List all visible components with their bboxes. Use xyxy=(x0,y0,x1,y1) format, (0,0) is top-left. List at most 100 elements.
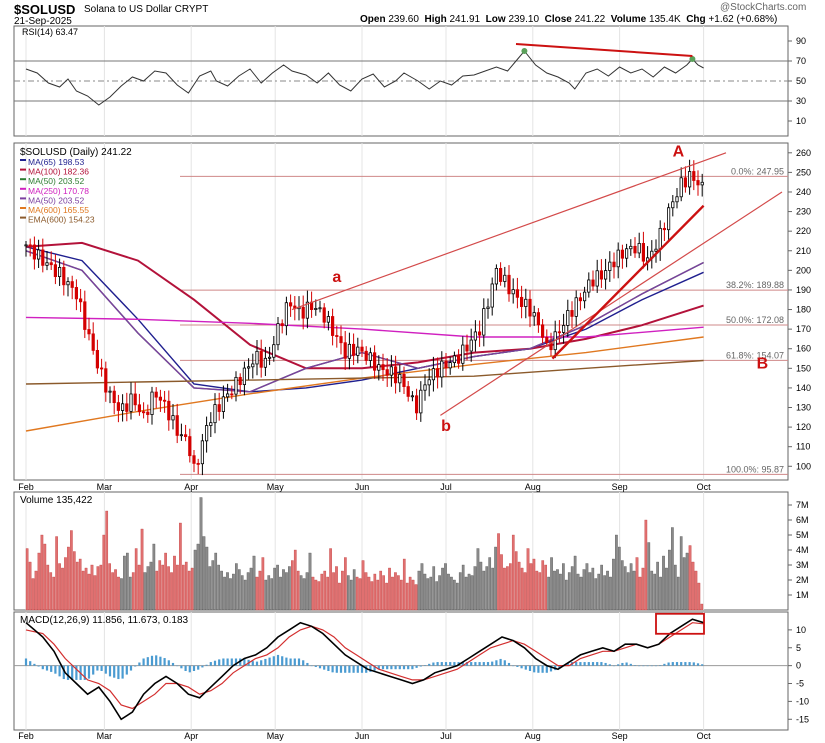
legend-swatch xyxy=(20,187,26,190)
legend-entry: MA(600) 165.55 xyxy=(28,205,89,215)
symbol-description: Solana to US Dollar CRYPT xyxy=(84,4,208,15)
volume-bar xyxy=(620,560,624,611)
volume-bar xyxy=(226,572,229,611)
macd-title: MACD(12,26,9) 11.856, 11.673, 0.183 xyxy=(20,615,189,626)
candle-body xyxy=(188,436,192,457)
volume-bar xyxy=(461,564,465,611)
volume-bar xyxy=(40,534,44,611)
volume-bar xyxy=(420,563,424,611)
candle-body xyxy=(356,346,360,356)
volume-bar xyxy=(588,572,592,611)
legend-entry: MA(50) 203.52 xyxy=(28,176,84,186)
candle-body xyxy=(225,393,230,398)
candle-body xyxy=(83,301,87,330)
macd-histogram-bar xyxy=(654,665,658,667)
volume-axis-tick-label: 4M xyxy=(796,545,809,555)
candle-body xyxy=(221,396,225,412)
price-panel xyxy=(13,142,789,481)
candle-body xyxy=(528,298,532,317)
volume-bar xyxy=(688,545,692,611)
macd-histogram-bar xyxy=(373,665,376,671)
candle-body xyxy=(498,268,503,282)
volume-bar xyxy=(355,576,359,611)
volume-bar xyxy=(535,570,539,611)
macd-histogram-bar xyxy=(29,661,32,666)
volume-bar xyxy=(317,581,321,611)
macd-histogram-bar xyxy=(356,665,359,673)
volume-bar xyxy=(618,546,621,611)
volume-bar xyxy=(529,563,533,611)
candle-body xyxy=(372,352,377,371)
macd-highlight-box xyxy=(655,612,705,635)
volume-bar xyxy=(352,569,356,611)
candle-body xyxy=(675,196,679,203)
candle-body xyxy=(167,400,171,421)
candle-body xyxy=(305,301,310,319)
candle-body xyxy=(259,350,263,368)
volume-bar xyxy=(155,570,159,611)
volume-bar xyxy=(673,564,677,611)
volume-bar xyxy=(559,573,562,611)
volume-bar xyxy=(414,584,418,611)
macd-histogram-bar xyxy=(667,662,670,666)
x-axis-month-label: Aug xyxy=(525,731,541,741)
macd-histogram-bar xyxy=(617,664,620,666)
wave-annotation-label: b xyxy=(441,418,451,435)
volume-bar xyxy=(205,546,209,611)
volume-bar xyxy=(179,522,182,611)
volume-bar xyxy=(114,569,117,611)
volume-bar xyxy=(532,558,536,611)
volume-bar xyxy=(208,566,212,611)
volume-bar xyxy=(75,561,79,611)
volume-bar xyxy=(417,570,421,611)
wave-annotation-label: B xyxy=(757,355,769,372)
macd-histogram-bar xyxy=(96,665,99,671)
volume-bar xyxy=(332,572,335,611)
volume-bar xyxy=(458,572,462,611)
volume-bar xyxy=(299,575,303,611)
volume-bar xyxy=(87,573,91,611)
macd-histogram-bar xyxy=(600,662,603,666)
macd-histogram-bar xyxy=(499,658,502,666)
macd-histogram-bar xyxy=(638,665,641,667)
candle-body xyxy=(351,343,356,356)
volume-bar xyxy=(479,561,483,611)
volume-bar xyxy=(267,575,271,611)
volume-bar xyxy=(349,579,353,611)
candle-body xyxy=(616,249,620,268)
volume-bar xyxy=(81,570,85,611)
volume-bar xyxy=(615,534,618,611)
volume-bar xyxy=(438,575,441,611)
macd-histogram-bar xyxy=(621,662,624,666)
volume-bar xyxy=(176,564,179,611)
candle-body xyxy=(679,177,683,198)
volume-bar xyxy=(603,575,606,611)
price-axis-tick-label: 250 xyxy=(796,167,811,177)
candle-body xyxy=(389,366,394,376)
volume-bar xyxy=(520,567,524,611)
volume-bar xyxy=(140,528,144,611)
macd-axis-tick-label: 5 xyxy=(796,643,801,653)
macd-histogram-bar xyxy=(575,662,578,666)
fib-level-label: 61.8%: 154.07 xyxy=(726,350,784,360)
candle-body xyxy=(91,333,95,351)
volume-bar xyxy=(659,576,662,611)
volume-bar xyxy=(382,575,385,611)
macd-histogram-bar xyxy=(176,665,179,667)
macd-histogram-bar xyxy=(369,665,372,672)
volume-bar xyxy=(229,578,232,611)
candle-body xyxy=(364,350,368,361)
volume-bar xyxy=(676,576,680,611)
candle-body xyxy=(347,343,352,359)
price-axis-tick-label: 260 xyxy=(796,148,811,158)
candle-body xyxy=(183,434,188,438)
candle-body xyxy=(520,296,524,307)
candle-body xyxy=(121,403,125,411)
macd-histogram-bar xyxy=(58,665,61,677)
candle-body xyxy=(419,389,423,414)
volume-bar xyxy=(570,566,574,611)
candle-body xyxy=(246,366,251,369)
legend-entry: MA(100) 182.36 xyxy=(28,167,89,177)
volume-bar xyxy=(697,582,701,611)
